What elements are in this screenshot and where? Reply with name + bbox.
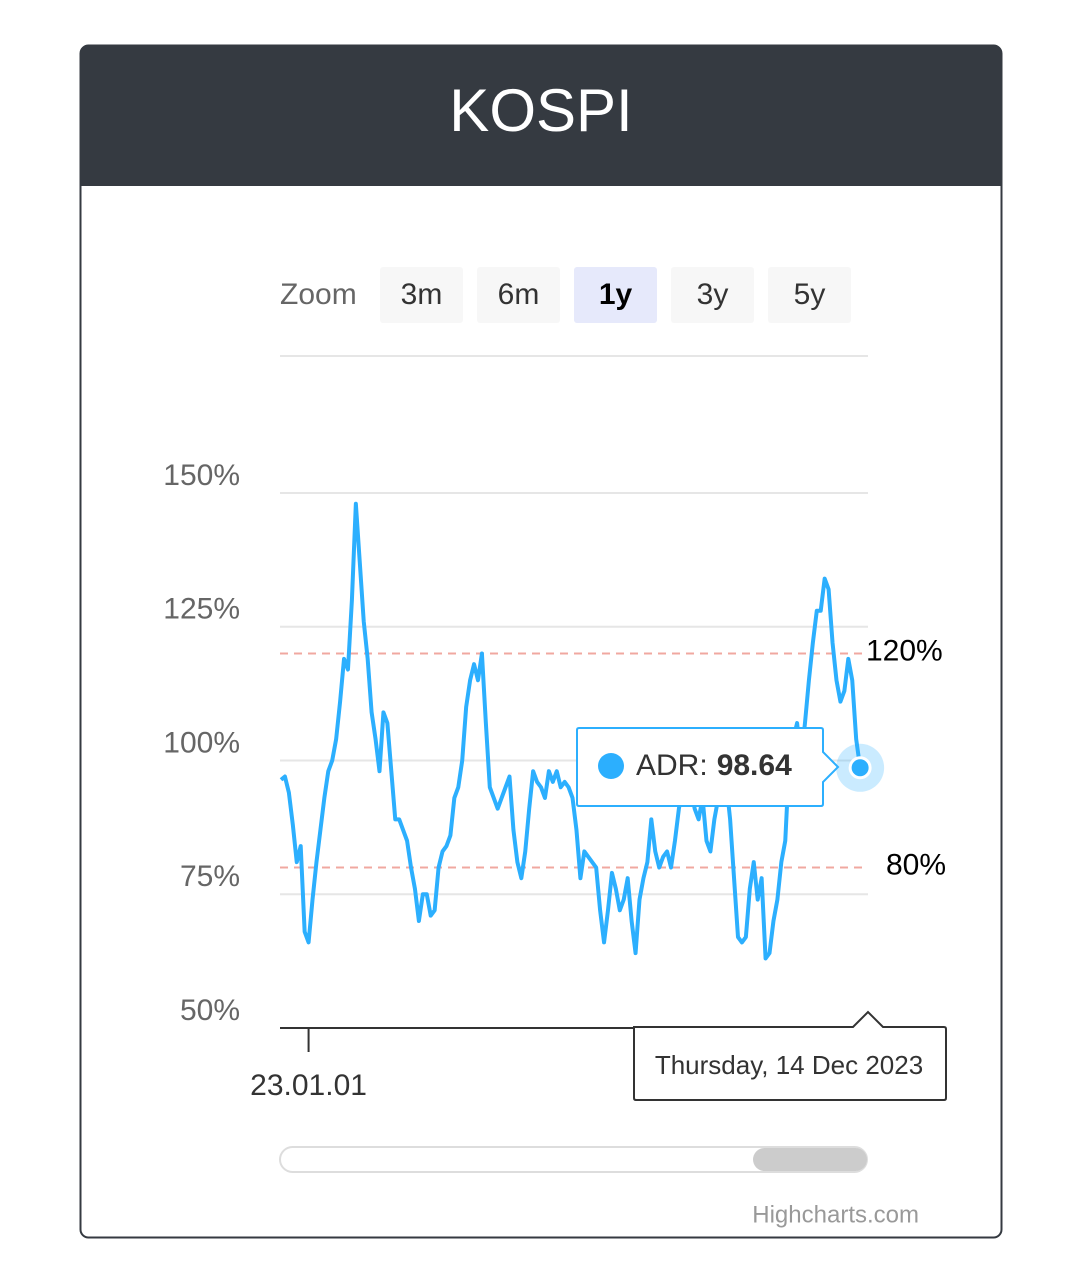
- chart-title: KOSPI: [449, 77, 632, 144]
- plot-line-label: 80%: [886, 848, 946, 881]
- value-tooltip-text: ADR: 98.64: [636, 749, 792, 782]
- y-tick-label: 75%: [180, 860, 240, 893]
- zoom-button[interactable]: [671, 267, 754, 323]
- zoom-button[interactable]: [574, 267, 657, 323]
- credits[interactable]: Highcharts.com: [752, 1201, 919, 1228]
- zoom-button[interactable]: [380, 267, 463, 323]
- zoom-button-label[interactable]: 1y: [599, 278, 633, 311]
- zoom-button-label[interactable]: 5y: [794, 278, 826, 311]
- date-tooltip-text: Thursday, 14 Dec 2023: [655, 1050, 923, 1080]
- value-tooltip: ADR: 98.64: [576, 727, 840, 807]
- tooltip-value: 98.64: [717, 749, 792, 782]
- zoom-button-label[interactable]: 3m: [401, 278, 443, 311]
- tooltip-separator: :: [699, 749, 707, 782]
- y-tick-label: 50%: [180, 994, 240, 1027]
- y-tick-label: 150%: [163, 459, 240, 492]
- zoom-button-label[interactable]: 6m: [498, 278, 540, 311]
- scrollbar-thumb[interactable]: [753, 1148, 867, 1171]
- zoom-button[interactable]: [768, 267, 851, 323]
- tooltip-series-name: ADR: [636, 749, 699, 782]
- date-tooltip-box: [633, 1010, 947, 1101]
- value-tooltip-box: [576, 727, 840, 807]
- card-header: [80, 45, 1002, 186]
- tooltip-series-marker: [598, 753, 624, 779]
- zoom-label: Zoom: [280, 278, 357, 311]
- hover-point: [848, 756, 872, 780]
- x-tick-label: 23.01.01: [250, 1069, 367, 1102]
- series-line: [279, 501, 863, 961]
- y-tick-label: 125%: [163, 593, 240, 626]
- zoom-button[interactable]: [477, 267, 560, 323]
- plot-line-label: 120%: [866, 634, 943, 667]
- zoom-button-label[interactable]: 3y: [697, 278, 729, 311]
- y-tick-label: 100%: [163, 726, 240, 759]
- plot-area: 3m 6m 1y 3y 5y 50% 75% 100% 125% 150% 120% 80% 23.01…: [163, 267, 946, 1102]
